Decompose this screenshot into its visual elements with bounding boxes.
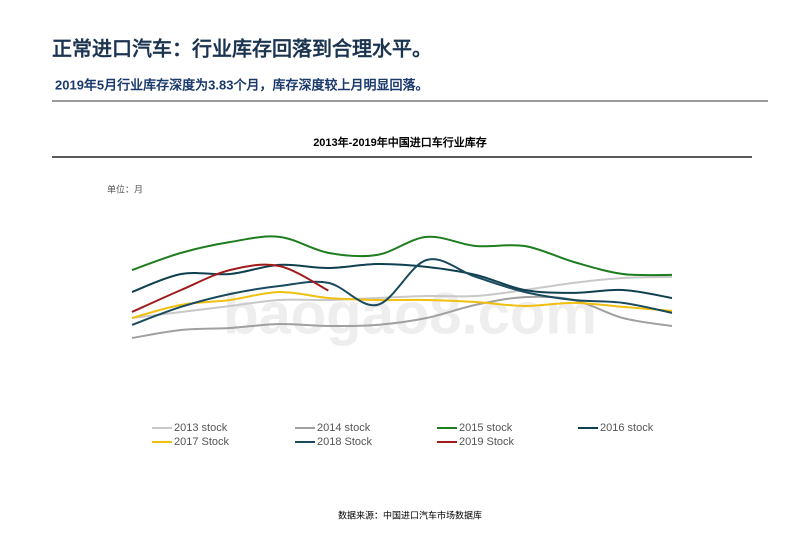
slide-subtitle: 2019年5月行业库存深度为3.83个月，库存深度较上月明显回落。 xyxy=(55,77,428,92)
series-line xyxy=(131,290,673,319)
legend: 2013 stock 2014 stock 2015 stock 2016 stock… xyxy=(152,422,654,448)
legend-label: 2015 stock xyxy=(459,422,513,434)
series-line xyxy=(131,263,329,313)
source: 数据来源：中国进口汽车市场数据库 xyxy=(338,509,482,520)
series-line xyxy=(131,262,673,299)
legend-label: 2018 Stock xyxy=(317,436,373,448)
legend-label: 2017 Stock xyxy=(174,436,230,448)
chart-title: 2013年-2019年中国进口车行业库存 xyxy=(313,135,487,149)
slide-title: 正常进口汽车：行业库存回落到合理水平。 xyxy=(52,36,432,60)
series-line xyxy=(131,235,673,277)
plot xyxy=(131,235,673,339)
series-line xyxy=(131,258,673,326)
legend-label: 2016 stock xyxy=(600,422,654,434)
unit-label: 单位：月 xyxy=(107,183,143,194)
legend-label: 2014 stock xyxy=(317,422,371,434)
series-line xyxy=(131,275,673,319)
legend-label: 2019 Stock xyxy=(459,436,515,448)
legend-label: 2013 stock xyxy=(174,422,228,434)
